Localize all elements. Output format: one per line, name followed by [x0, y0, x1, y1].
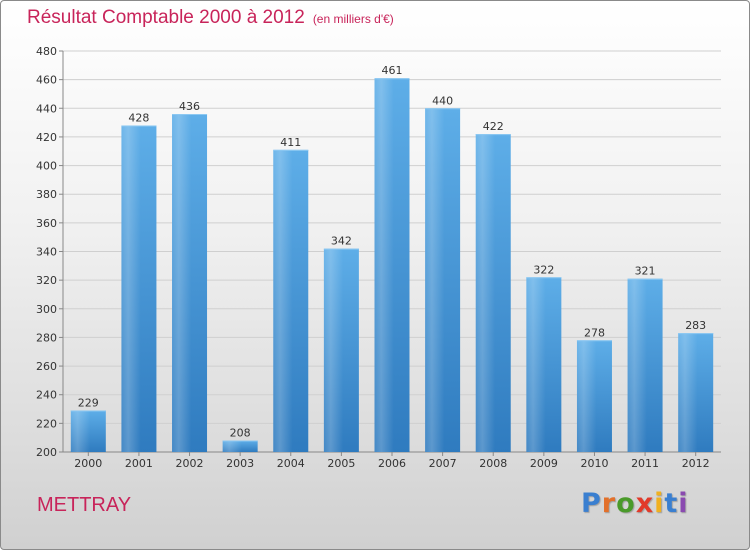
- data-label: 321: [635, 265, 656, 278]
- x-tick-label: 2012: [682, 457, 710, 470]
- bar-highlight: [374, 78, 394, 452]
- y-tick-label: 340: [36, 246, 57, 259]
- y-tick-label: 200: [36, 446, 57, 459]
- data-label: 208: [230, 427, 251, 440]
- brand-logo-letter: o: [616, 488, 636, 519]
- chart-subtitle: (en milliers d'€): [312, 12, 394, 26]
- y-tick-label: 360: [36, 217, 57, 230]
- y-tick-label: 220: [36, 417, 57, 430]
- data-label: 283: [685, 319, 706, 332]
- x-tick-label: 2006: [378, 457, 406, 470]
- bar-highlight: [576, 340, 597, 452]
- bar-highlight: [323, 248, 344, 452]
- x-tick-label: 2010: [580, 457, 608, 470]
- data-label: 342: [331, 235, 352, 248]
- brand-logo-letter: r: [601, 488, 617, 519]
- town-name: METTRAY: [37, 494, 132, 516]
- bar-highlight: [121, 125, 141, 452]
- x-tick-label: 2009: [530, 457, 558, 470]
- bar-highlight: [273, 149, 293, 452]
- bar-highlight: [627, 278, 647, 452]
- x-tick-label: 2003: [226, 457, 254, 470]
- y-tick-label: 280: [36, 331, 57, 344]
- y-tick-label: 320: [36, 274, 57, 287]
- y-tick-label: 440: [36, 102, 57, 115]
- bar-highlight: [70, 410, 91, 452]
- x-tick-label: 2011: [631, 457, 659, 470]
- bar-highlight: [475, 134, 495, 453]
- x-tick-label: 2007: [429, 457, 457, 470]
- brand-logo-letter: i: [654, 488, 665, 519]
- data-label: 428: [128, 111, 149, 124]
- brand-logo-letter: x: [635, 488, 655, 519]
- brand-logo-letter: t: [664, 488, 679, 519]
- data-label: 322: [533, 263, 554, 276]
- bar-highlight: [172, 114, 192, 452]
- data-label: 436: [179, 100, 200, 113]
- y-tick-label: 260: [36, 360, 57, 373]
- brand-logo-letter: P: [581, 488, 602, 519]
- x-tick-label: 2004: [277, 457, 305, 470]
- data-label: 411: [280, 136, 301, 149]
- plot-area: 200 220 240 260 280 300 320 340 360 380 400 420 440 4…: [36, 45, 721, 470]
- bar-highlight: [526, 277, 546, 452]
- x-tick-label: 2005: [327, 457, 355, 470]
- y-tick-label: 240: [36, 389, 57, 402]
- chart-title: Résultat Comptable 2000 à 2012 (en millie…: [27, 7, 394, 29]
- y-tick-label: 300: [36, 303, 57, 316]
- bar-highlight: [678, 333, 698, 452]
- bar-highlight: [425, 108, 445, 453]
- data-label: 278: [584, 326, 605, 339]
- x-tick-label: 2000: [74, 457, 102, 470]
- x-tick-label: 2002: [176, 457, 204, 470]
- brand-logo-letter: i: [678, 488, 689, 519]
- bar-highlight: [222, 440, 242, 452]
- data-label: 229: [78, 396, 99, 409]
- data-label: 422: [483, 120, 504, 133]
- x-tick-label: 2008: [479, 457, 507, 470]
- chart-title-text: Résultat Comptable 2000 à 2012: [27, 7, 305, 28]
- x-tick-label: 2001: [125, 457, 153, 470]
- y-tick-label: 420: [36, 131, 57, 144]
- data-label: 461: [382, 64, 403, 77]
- y-tick-label: 480: [36, 45, 57, 58]
- data-label: 440: [432, 94, 453, 107]
- y-tick-label: 380: [36, 188, 57, 201]
- y-tick-label: 400: [36, 160, 57, 173]
- brand-logo: Proxiti: [581, 488, 689, 519]
- y-tick-label: 460: [36, 74, 57, 87]
